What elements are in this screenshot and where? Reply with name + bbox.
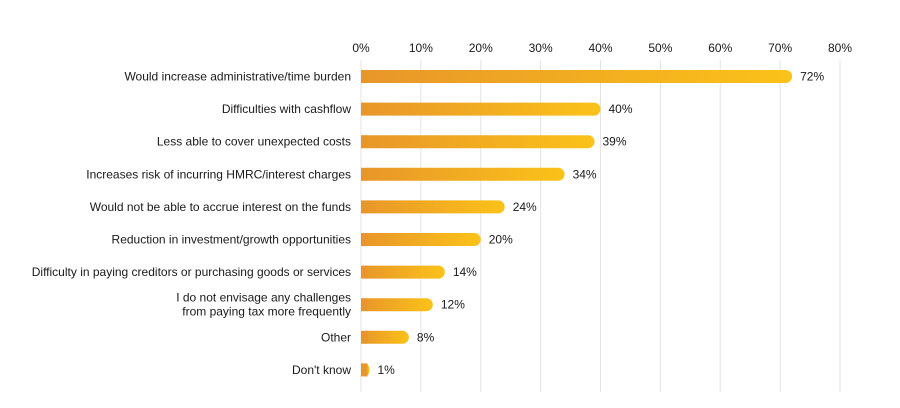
bar-left-edge <box>361 200 368 214</box>
x-tick-label: 80% <box>828 41 852 55</box>
category-labels: Would increase administrative/time burde… <box>32 70 352 377</box>
x-tick-label: 30% <box>529 41 553 55</box>
category-label: Don't know <box>292 363 351 377</box>
bar <box>361 233 481 246</box>
bar <box>361 330 409 344</box>
value-label: 24% <box>513 200 537 214</box>
bar-left-edge <box>361 265 368 279</box>
bar <box>361 167 565 181</box>
bar-left-edge <box>361 298 368 312</box>
bar-left-edge <box>361 70 368 83</box>
x-tick-label: 70% <box>768 41 792 55</box>
category-label: I do not envisage any challenges <box>176 291 351 305</box>
bar <box>361 265 445 279</box>
bar <box>361 102 601 116</box>
category-label: Would increase administrative/time burde… <box>124 70 351 84</box>
category-label: Other <box>321 330 351 344</box>
value-labels: 72% 40% 39% 34% 24% 20% 14% 12% 8% 1% <box>378 70 825 377</box>
category-label: Reduction in investment/growth opportuni… <box>112 233 351 247</box>
bar <box>361 135 595 149</box>
value-label: 20% <box>489 233 513 247</box>
bar <box>361 298 433 312</box>
bars <box>361 70 793 377</box>
bar-left-edge <box>361 330 368 344</box>
x-tick-label: 10% <box>409 41 433 55</box>
category-label: Increases risk of incurring HMRC/interes… <box>86 167 351 181</box>
bar <box>361 200 505 214</box>
value-label: 12% <box>441 298 465 312</box>
value-label: 8% <box>417 330 435 344</box>
category-label: Would not be able to accrue interest on … <box>90 200 351 214</box>
bar-left-edge <box>361 135 368 149</box>
value-label: 40% <box>609 102 633 116</box>
x-tick-label: 40% <box>588 41 612 55</box>
x-tick-label: 60% <box>708 41 732 55</box>
value-label: 1% <box>378 363 396 377</box>
bar-left-edge <box>361 102 368 116</box>
category-label: Less able to cover unexpected costs <box>157 135 351 149</box>
x-tick-label: 0% <box>352 41 370 55</box>
category-label: Difficulties with cashflow <box>222 102 351 116</box>
x-tick-label: 50% <box>648 41 672 55</box>
bar-left-edge <box>361 233 368 246</box>
value-label: 72% <box>800 70 824 84</box>
value-label: 39% <box>603 135 627 149</box>
value-label: 14% <box>453 265 477 279</box>
bar <box>361 70 793 83</box>
category-label: from paying tax more frequently <box>182 305 351 319</box>
category-label: Difficulty in paying creditors or purcha… <box>32 265 351 279</box>
value-label: 34% <box>573 167 597 181</box>
bar-left-edge <box>361 363 368 377</box>
bar-left-edge <box>361 167 368 181</box>
x-tick-label: 20% <box>469 41 493 55</box>
x-axis-ticks: 0% 10% 20% 30% 40% 50% 60% 70% 80% <box>352 41 852 55</box>
